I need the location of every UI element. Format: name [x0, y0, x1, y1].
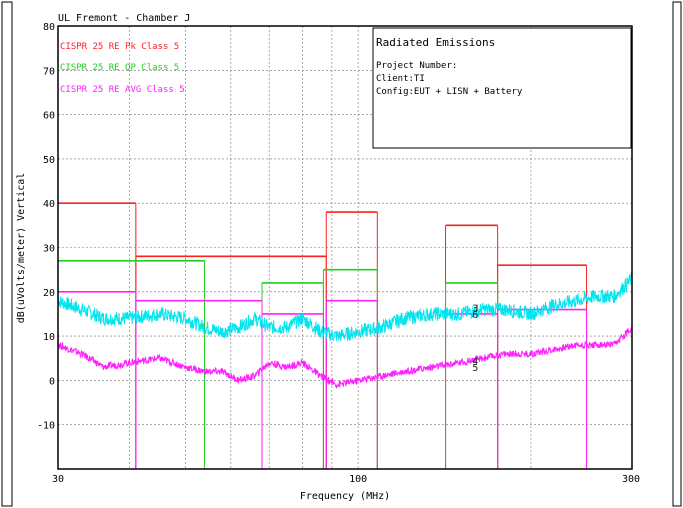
measured-traces	[57, 272, 633, 390]
peak-trace	[57, 272, 633, 342]
info-config: Config:EUT + LISN + Battery	[376, 87, 523, 97]
x-tick-label: 300	[622, 474, 640, 485]
info-box	[372, 27, 632, 149]
average-trace	[57, 326, 633, 390]
x-tick-label: 100	[349, 474, 367, 485]
legend-entry-qp: CISPR 25 RE QP Class 5	[60, 63, 179, 73]
y-tick-label: 50	[43, 155, 55, 166]
right-window-border	[672, 1, 682, 507]
plot-frame	[57, 25, 633, 470]
y-tick-labels: 80 70 60 50 40 30 20 10 0 -10	[37, 22, 55, 432]
y-tick-label: 70	[43, 66, 55, 77]
legend-entry-pk: CISPR 25 RE Pk Class 5	[60, 42, 179, 52]
info-box-title: Radiated Emissions	[376, 36, 495, 49]
marker-label: 5	[472, 363, 478, 374]
y-tick-label: 20	[43, 288, 55, 299]
info-project-number: Project Number:	[376, 61, 457, 71]
left-window-border	[1, 1, 13, 507]
y-tick-label: 60	[43, 111, 55, 122]
y-tick-label: -10	[37, 421, 55, 432]
marker-label: 3	[472, 303, 478, 314]
y-tick-label: 0	[49, 376, 55, 387]
legend-entry-avg: CISPR 25 RE AVG Class 5	[60, 85, 185, 95]
info-client: Client:TI	[376, 74, 425, 84]
marker-label: 4	[472, 356, 478, 367]
marker-label: 6	[472, 310, 478, 321]
chart-title: UL Fremont - Chamber J	[58, 13, 190, 24]
y-axis-label: dB(uVolts/meter) Vertical	[16, 173, 27, 324]
x-tick-labels: 30 100 300	[52, 474, 640, 485]
grid	[58, 26, 632, 469]
x-tick-label: 30	[52, 474, 64, 485]
y-tick-label: 80	[43, 22, 55, 33]
x-axis-label: Frequency (MHz)	[300, 491, 390, 502]
y-tick-label: 10	[43, 332, 55, 343]
y-tick-label: 40	[43, 199, 55, 210]
measurement-markers: 36 45	[472, 303, 478, 374]
y-tick-label: 30	[43, 244, 55, 255]
